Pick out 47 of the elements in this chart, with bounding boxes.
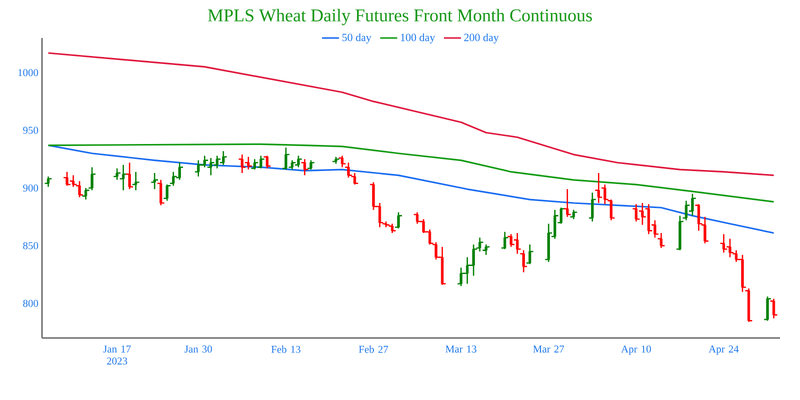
candlestick (644, 204, 653, 235)
candlestick (632, 204, 640, 222)
candlestick (506, 234, 516, 248)
x-tick-label: Apr 10 (621, 346, 651, 355)
candlestick (119, 164, 128, 191)
line-series (47, 52, 775, 176)
candlestick (44, 176, 52, 188)
x-tick-label: Jan 30 (184, 346, 212, 353)
candlestick (482, 244, 490, 256)
y-tick-label: 1000 (18, 69, 38, 76)
candlestick (132, 171, 140, 191)
candlestick (682, 200, 690, 221)
candlestick (125, 162, 134, 190)
x-tick-label: Jan 17 2023 (103, 346, 131, 365)
candlestick (112, 168, 122, 181)
x-tick-label: Apr 24 (708, 346, 739, 355)
candlestick (770, 298, 778, 320)
chart-title: MPLS Wheat Daily Futures Front Month Continuous (208, 8, 592, 26)
candlestick (300, 158, 309, 176)
line-series (47, 144, 775, 234)
candlestick (513, 232, 522, 254)
candlestick (563, 188, 572, 218)
legend-label: 100 day (400, 33, 436, 44)
candlestick (570, 209, 578, 220)
candlestick (657, 232, 666, 249)
legend-label: 50 day (342, 33, 372, 44)
candlestick (338, 155, 346, 168)
candlestick (238, 154, 246, 174)
x-tick-label: Mar 13 (446, 346, 476, 353)
candlestick (244, 156, 252, 170)
candlestick (519, 250, 528, 273)
line-series (47, 143, 775, 203)
y-tick-label: 800 (23, 300, 38, 307)
candlestick (150, 172, 159, 190)
legend-label: 200 day (464, 33, 499, 44)
candlestick (588, 192, 596, 222)
x-tick-label: Feb 13 (271, 346, 300, 353)
candlestick (594, 172, 603, 204)
candlestick (332, 156, 340, 164)
x-tick-label: Mar 27 (533, 346, 564, 353)
candlestick (156, 179, 165, 206)
y-tick-label: 900 (23, 184, 38, 192)
y-tick-label: 850 (23, 242, 38, 250)
x-tick-label: Feb 27 (358, 346, 388, 353)
candlestick (688, 193, 697, 216)
y-tick-label: 950 (23, 126, 38, 134)
candlestick (219, 150, 228, 166)
